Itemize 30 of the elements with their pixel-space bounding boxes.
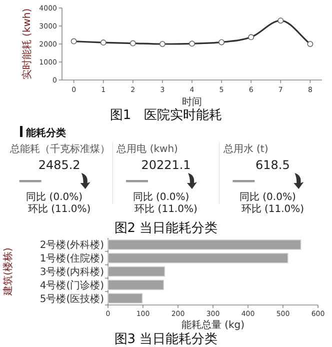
- text: 总用电 (kwh): [116, 143, 178, 155]
- caption: 图3 当日能耗分类: [114, 332, 218, 347]
- bar: [108, 239, 302, 250]
- x-axis-title: 能耗总量 (kg): [181, 319, 245, 331]
- y-axis-title: 实时能耗 (kwh): [21, 8, 33, 80]
- y-tick-label: 5号楼(医技楼): [40, 292, 104, 305]
- y-tick-label: 2号楼(外科楼): [40, 239, 104, 252]
- text: 总用水 (t): [222, 143, 268, 155]
- caption: 图2 当日能耗分类: [114, 221, 218, 236]
- text: 能耗分类: [26, 127, 66, 139]
- bar: [108, 293, 143, 304]
- text: 环比 (11.0%): [28, 203, 91, 215]
- text: 同比 (0.0%): [132, 191, 200, 203]
- caption: 图1 医院实时能耗: [110, 108, 222, 123]
- y-axis-title: 建筑(楼栋): [2, 248, 14, 296]
- bar: [108, 280, 164, 290]
- text: 20221.1: [141, 158, 191, 172]
- text: 2485.2: [38, 158, 80, 172]
- text: 总能耗（千克标准煤）: [9, 143, 110, 155]
- x-axis-title: 时间: [182, 96, 202, 108]
- y-tick-label: 4号楼(门诊楼): [40, 279, 104, 292]
- text: 同比 (0.0%): [26, 191, 93, 203]
- y-tick-label: 3号楼(内科楼): [40, 266, 104, 278]
- text: 同比 (0.0%): [239, 191, 306, 203]
- bar: [108, 266, 166, 277]
- text: 618.5: [255, 158, 290, 172]
- y-tick-label: 1号楼(住院楼): [40, 252, 104, 265]
- text: 环比 (11.0%): [134, 203, 198, 215]
- bar: [108, 252, 288, 264]
- text: 环比 (11.0%): [241, 203, 304, 215]
